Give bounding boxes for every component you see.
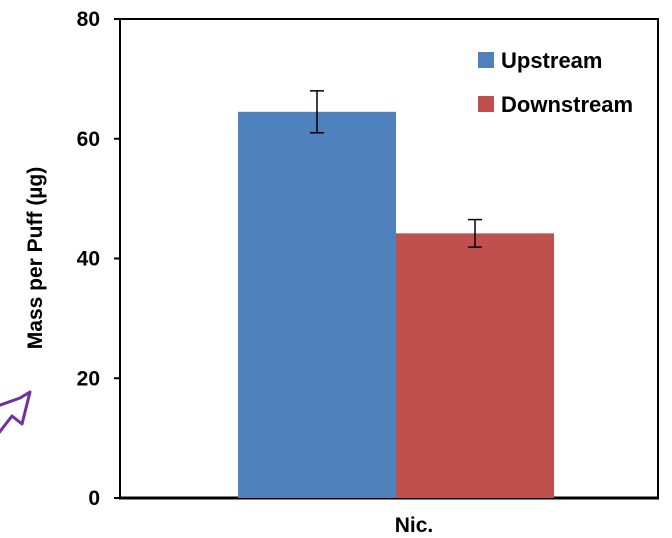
y-tick-label: 20: [77, 367, 100, 390]
y-axis-label: Mass per Puff (µg): [24, 167, 47, 349]
y-tick-label: 0: [88, 487, 100, 510]
legend-label-downstream: Downstream: [501, 92, 633, 117]
legend: Upstream Downstream: [478, 48, 633, 117]
bars-group: [238, 111, 554, 499]
arrow-cursor-icon: [0, 390, 32, 434]
y-axis-ticks: 0 20 40 60 80: [77, 8, 120, 510]
error-bars-group: [310, 90, 482, 248]
legend-label-upstream: Upstream: [501, 48, 602, 73]
y-tick-label: 80: [77, 8, 100, 31]
x-tick-label: Nic.: [395, 514, 434, 537]
y-tick-label: 60: [77, 128, 100, 151]
y-tick-label: 40: [77, 248, 100, 271]
bar-downstream: [396, 233, 554, 499]
legend-swatch-downstream: [478, 96, 494, 112]
legend-swatch-upstream: [478, 52, 494, 68]
bar-upstream: [238, 111, 396, 499]
